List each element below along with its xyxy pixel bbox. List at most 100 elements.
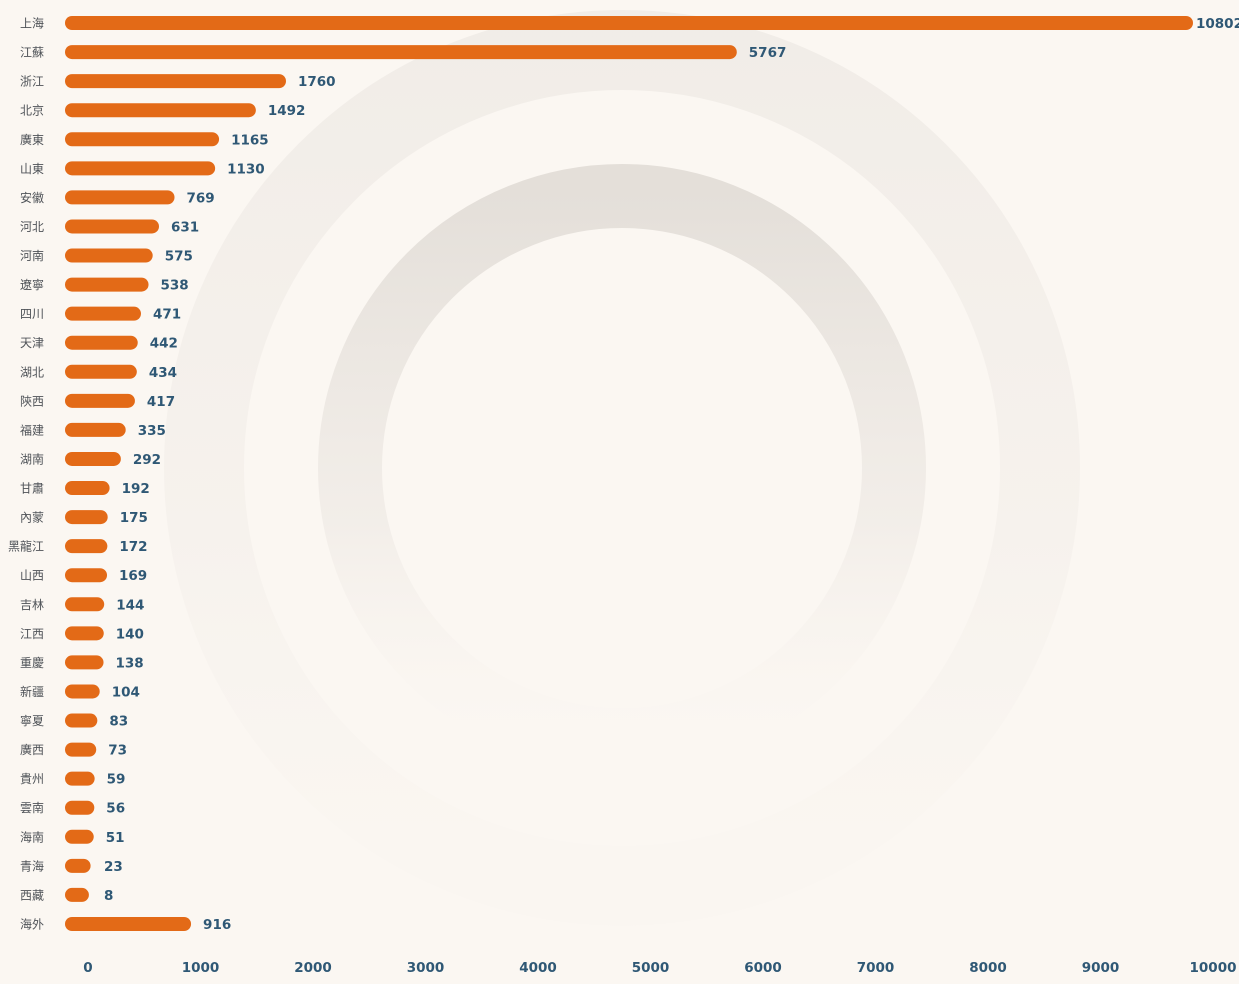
category-label: 河北	[20, 220, 44, 234]
labels-layer: 上海 10802 江蘇 5767 浙江 1760 北京 1492 廣東 1165 山東 1130 安徽 7…	[8, 16, 1239, 934]
x-tick-label: 2000	[294, 960, 332, 976]
value-label: 434	[149, 365, 177, 381]
x-axis: 0 1000 2000 3000 4000 5000 6000 7000 8000 9000 100…	[83, 960, 1236, 976]
bar	[65, 597, 105, 612]
background-ring-decoration	[164, 10, 1080, 926]
value-label: 51	[106, 830, 125, 846]
category-label: 海外	[20, 917, 44, 932]
bar	[65, 829, 94, 844]
category-label: 山西	[20, 569, 44, 583]
category-label: 新疆	[20, 684, 44, 699]
value-label: 575	[165, 249, 193, 265]
category-label: 江西	[20, 627, 44, 641]
value-label: 471	[153, 307, 181, 323]
x-tick-label: 10000	[1190, 960, 1237, 976]
category-label: 廣西	[20, 743, 44, 757]
value-label: 83	[109, 714, 128, 730]
bar	[65, 277, 149, 292]
value-label: 769	[187, 190, 215, 206]
value-label: 1492	[268, 103, 306, 119]
value-label: 138	[116, 655, 144, 671]
x-tick-label: 0	[83, 960, 92, 976]
value-label: 104	[112, 684, 140, 700]
bar	[65, 713, 98, 728]
category-label: 山東	[20, 162, 44, 176]
category-label: 安徽	[20, 190, 44, 205]
category-label: 內蒙	[20, 511, 44, 525]
category-label: 貴州	[20, 772, 44, 786]
value-label: 144	[116, 597, 144, 613]
value-label: 10802	[1196, 16, 1239, 32]
value-label: 442	[150, 336, 178, 352]
bar	[65, 219, 159, 234]
category-label: 遼寧	[20, 277, 44, 292]
x-tick-label: 7000	[857, 960, 895, 976]
bar	[65, 684, 100, 699]
bar	[65, 422, 126, 437]
category-label: 寧夏	[20, 713, 44, 728]
bar	[65, 335, 138, 350]
bar	[65, 161, 216, 176]
bar	[65, 655, 104, 670]
value-label: 140	[116, 626, 144, 642]
value-label: 5767	[749, 45, 787, 61]
value-label: 175	[120, 510, 148, 526]
category-label: 天津	[20, 336, 44, 350]
x-tick-label: 4000	[519, 960, 557, 976]
value-label: 73	[108, 743, 127, 759]
bar	[65, 771, 95, 786]
bar	[65, 132, 220, 147]
value-label: 292	[133, 452, 161, 468]
category-label: 廣東	[20, 133, 44, 147]
value-label: 172	[119, 539, 147, 555]
category-label: 北京	[20, 104, 44, 118]
x-tick-label: 8000	[969, 960, 1007, 976]
category-label: 湖北	[20, 364, 44, 379]
bar	[65, 393, 135, 408]
x-tick-label: 6000	[744, 960, 782, 976]
bar	[65, 451, 121, 466]
x-tick-label: 1000	[182, 960, 220, 976]
category-label: 江蘇	[20, 46, 44, 60]
category-label: 西藏	[20, 888, 44, 902]
bar	[65, 917, 192, 931]
bar	[65, 858, 91, 873]
bar	[65, 626, 104, 641]
value-label: 23	[104, 859, 123, 875]
value-label: 59	[107, 772, 126, 788]
x-tick-label: 5000	[632, 960, 670, 976]
inner-ring	[318, 164, 926, 772]
bar	[65, 539, 108, 554]
category-label: 雲南	[20, 800, 44, 815]
bars-layer	[65, 16, 1193, 931]
category-label: 湖南	[20, 451, 44, 466]
value-label: 631	[171, 219, 199, 235]
value-label: 335	[138, 423, 166, 439]
bar	[65, 742, 97, 757]
x-tick-label: 3000	[407, 960, 445, 976]
value-label: 8	[104, 888, 113, 904]
category-label: 青海	[20, 858, 44, 873]
value-label: 417	[147, 394, 175, 410]
bar	[65, 887, 89, 902]
value-label: 192	[122, 481, 150, 497]
bar	[65, 45, 737, 60]
value-label: 1130	[227, 161, 265, 177]
bar	[65, 190, 175, 205]
category-label: 重慶	[20, 656, 44, 670]
value-label: 916	[203, 917, 231, 933]
bar	[65, 248, 153, 263]
bar	[65, 16, 1193, 30]
category-label: 浙江	[20, 75, 44, 89]
category-label: 黑龍江	[8, 539, 44, 554]
category-label: 陝西	[20, 393, 44, 408]
category-label: 四川	[20, 307, 44, 321]
value-label: 1760	[298, 74, 336, 90]
bar	[65, 481, 110, 496]
category-label: 吉林	[20, 598, 44, 612]
category-label: 海南	[20, 829, 44, 844]
category-label: 河南	[20, 248, 44, 263]
value-label: 1165	[231, 132, 269, 148]
